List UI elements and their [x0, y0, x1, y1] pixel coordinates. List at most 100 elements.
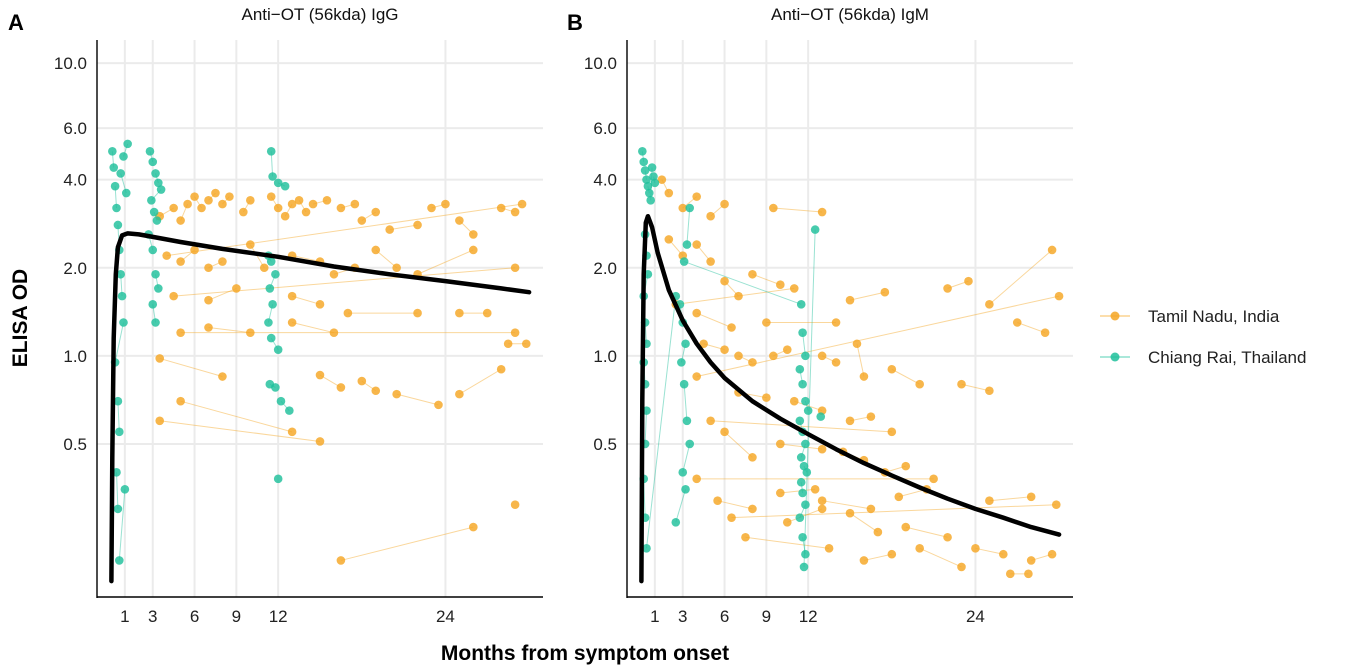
- data-point: [204, 295, 213, 305]
- series-link-line: [686, 207, 691, 245]
- series-link-line: [780, 488, 816, 494]
- data-point: [469, 245, 478, 255]
- data-point: [225, 192, 234, 201]
- data-point: [678, 203, 688, 213]
- series-link-line: [118, 489, 126, 561]
- data-point: [517, 199, 527, 209]
- y-tick-label: 6.0: [593, 119, 617, 138]
- data-point: [798, 379, 807, 389]
- data-point: [315, 300, 325, 309]
- data-point: [943, 284, 952, 293]
- data-point: [120, 484, 130, 494]
- data-point: [115, 427, 124, 437]
- panel-b-points: [638, 146, 1064, 579]
- series-link-line: [905, 526, 948, 538]
- series-link-line: [710, 420, 892, 433]
- data-point: [155, 416, 165, 426]
- y-tick-label: 1.0: [593, 347, 617, 366]
- data-point: [901, 522, 911, 532]
- data-point: [798, 328, 807, 337]
- data-point: [795, 364, 805, 374]
- series-link-line: [117, 401, 120, 432]
- data-point: [197, 203, 206, 213]
- series-link-line: [208, 287, 237, 301]
- series-link-line: [717, 500, 753, 510]
- panel-a-grid: [97, 40, 543, 597]
- data-point: [692, 192, 701, 201]
- data-point: [280, 211, 290, 221]
- data-point: [273, 474, 283, 484]
- data-point: [294, 196, 304, 205]
- series-link-line: [803, 229, 816, 567]
- data-point: [817, 504, 827, 514]
- data-point: [706, 211, 715, 221]
- data-point: [801, 549, 810, 559]
- panel-a-axes: 0.5 1.0 2.0 4.0 6.0 10.0 1 3 6 9 12 24: [54, 40, 543, 626]
- data-point: [273, 178, 283, 188]
- y-tick-label: 10.0: [584, 54, 617, 73]
- data-point: [682, 416, 692, 426]
- data-point: [776, 280, 785, 290]
- data-point: [176, 396, 185, 406]
- data-point: [817, 207, 827, 217]
- data-point: [831, 318, 841, 327]
- data-point: [801, 396, 810, 406]
- data-point: [108, 146, 117, 156]
- data-point: [413, 220, 422, 230]
- data-point: [496, 203, 506, 213]
- data-point: [957, 562, 966, 572]
- y-tick-label: 6.0: [63, 119, 87, 138]
- data-point: [521, 339, 531, 349]
- data-point: [441, 199, 450, 209]
- data-point: [147, 196, 156, 205]
- data-point: [169, 291, 178, 301]
- data-point: [154, 178, 163, 188]
- series-link-line: [166, 203, 523, 257]
- data-point: [795, 416, 805, 426]
- data-point: [211, 188, 220, 198]
- data-point: [706, 257, 715, 266]
- data-point: [154, 284, 163, 293]
- data-point: [204, 323, 213, 332]
- y-tick-label: 1.0: [63, 347, 87, 366]
- series-link-line: [644, 410, 648, 444]
- y-tick-label: 2.0: [593, 259, 617, 278]
- data-point: [246, 328, 255, 337]
- y-tick-label: 4.0: [593, 171, 617, 190]
- data-point: [915, 379, 924, 389]
- data-point: [796, 300, 806, 309]
- series-link-line: [856, 343, 865, 377]
- legend-key-point-chiang: [1110, 352, 1120, 362]
- data-point: [259, 263, 269, 273]
- data-point: [646, 196, 655, 205]
- data-point: [852, 339, 862, 349]
- data-point: [276, 396, 286, 406]
- x-tick-label: 12: [269, 607, 288, 626]
- x-tick-label: 1: [650, 607, 659, 626]
- data-point: [985, 300, 994, 309]
- data-point: [734, 291, 743, 301]
- y-tick-label: 4.0: [63, 171, 87, 190]
- data-point: [699, 339, 708, 349]
- data-point: [1054, 291, 1064, 301]
- series-link-line: [787, 508, 823, 523]
- data-point: [1047, 549, 1057, 559]
- data-point: [176, 216, 185, 225]
- data-point: [266, 192, 276, 201]
- data-point: [371, 245, 381, 255]
- data-point: [796, 453, 806, 462]
- data-point: [116, 169, 125, 178]
- data-point: [149, 207, 159, 217]
- data-point: [639, 157, 649, 167]
- series-link-line: [745, 536, 830, 549]
- data-point: [371, 386, 381, 396]
- data-point: [271, 269, 280, 279]
- data-point: [218, 199, 227, 209]
- data-point: [816, 412, 826, 421]
- data-point: [427, 203, 436, 213]
- data-point: [915, 544, 924, 553]
- data-point: [799, 562, 809, 572]
- data-point: [218, 372, 227, 381]
- data-point: [866, 412, 876, 421]
- data-point: [796, 477, 806, 487]
